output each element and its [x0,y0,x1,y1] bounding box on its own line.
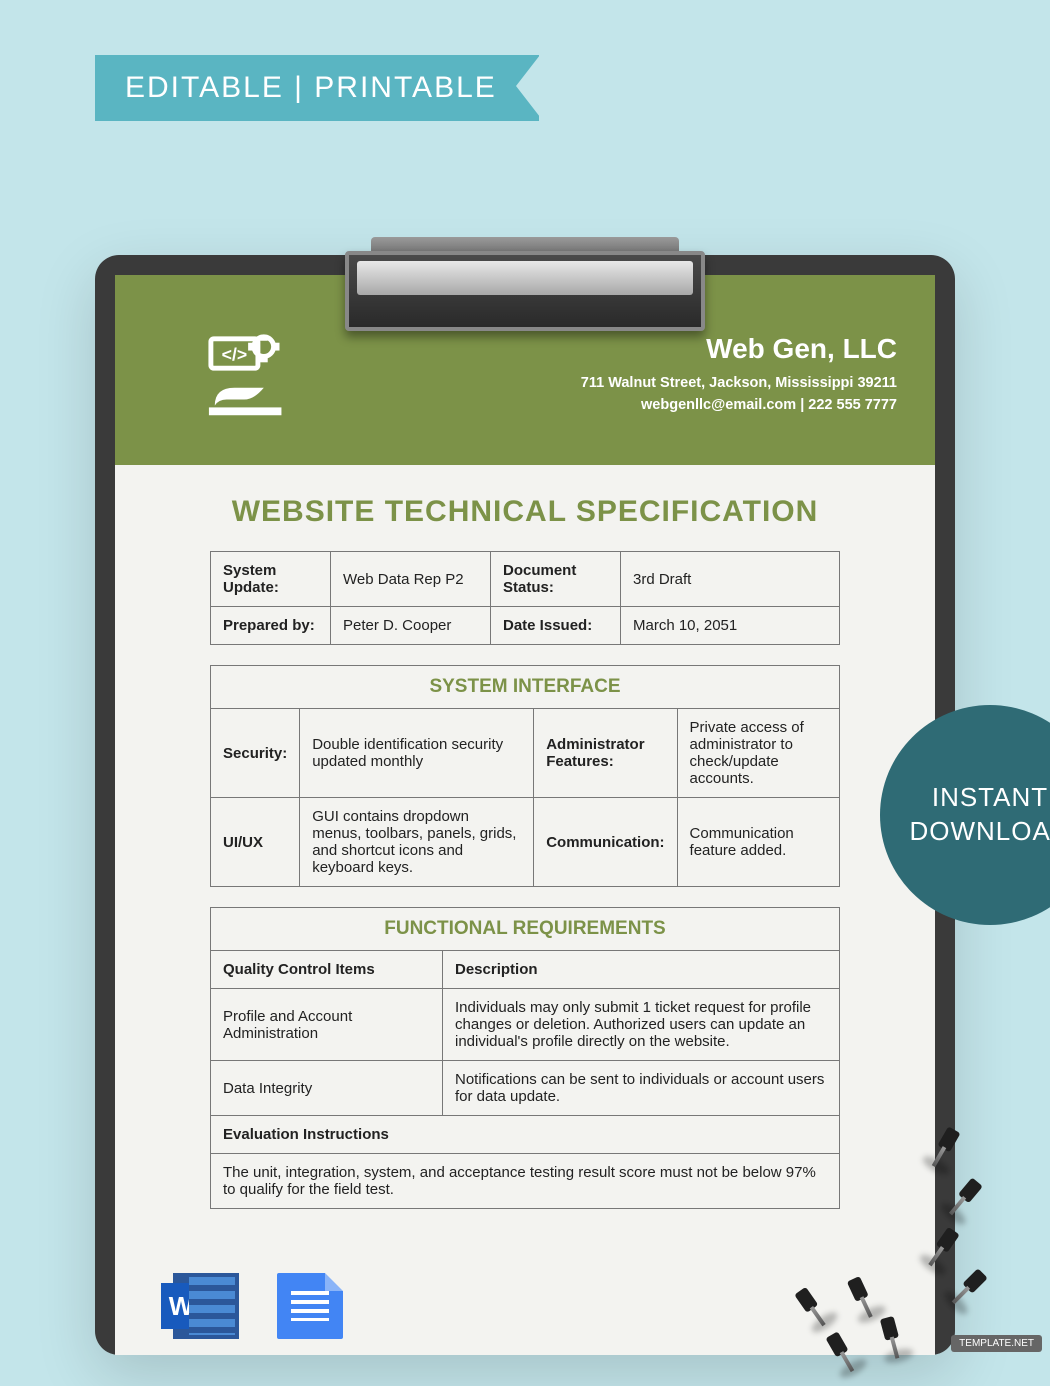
document-title: WEBSITE TECHNICAL SPECIFICATION [115,495,935,529]
watermark-label: TEMPLATE.NET [951,1335,1042,1352]
value-date-issued: March 10, 2051 [621,607,840,645]
google-docs-icon [277,1273,343,1339]
label-prepared-by: Prepared by: [211,607,331,645]
clipboard-frame: </> Web Gen, LLC 711 Walnut Street, Jack… [95,255,955,1355]
label-admin-features: Administrator Features: [534,709,677,798]
company-logo-icon: </> [205,329,303,432]
badge-line1: INSTANT [909,781,1050,815]
col-quality-control: Quality Control Items [211,951,443,989]
company-block: Web Gen, LLC 711 Walnut Street, Jackson,… [581,333,897,417]
app-icons-row [173,1273,343,1339]
qc-desc-1: Individuals may only submit 1 ticket req… [443,989,840,1061]
value-admin-features: Private access of administrator to check… [677,709,839,798]
svg-text:</>: </> [222,344,247,364]
editable-ribbon: EDITABLE | PRINTABLE [95,55,539,121]
value-doc-status: 3rd Draft [621,552,840,607]
value-prepared-by: Peter D. Cooper [331,607,491,645]
value-system-update: Web Data Rep P2 [331,552,491,607]
qc-item-1: Profile and Account Administration [211,989,443,1061]
qc-item-2: Data Integrity [211,1061,443,1116]
clipboard-clip [345,237,705,331]
label-communication: Communication: [534,798,677,887]
ms-word-icon [173,1273,239,1339]
value-uiux: GUI contains dropdown menus, toolbars, p… [300,798,534,887]
heading-functional-req: FUNCTIONAL REQUIREMENTS [211,908,840,951]
system-interface-table: SYSTEM INTERFACE Security: Double identi… [210,665,840,887]
heading-system-interface: SYSTEM INTERFACE [211,666,840,709]
company-name: Web Gen, LLC [581,333,897,365]
company-contact: webgenllc@email.com | 222 555 7777 [581,395,897,417]
label-security: Security: [211,709,300,798]
meta-table: System Update: Web Data Rep P2 Document … [210,551,840,645]
label-system-update: System Update: [211,552,331,607]
label-uiux: UI/UX [211,798,300,887]
label-date-issued: Date Issued: [491,607,621,645]
value-communication: Communication feature added. [677,798,839,887]
col-description: Description [443,951,840,989]
company-address: 711 Walnut Street, Jackson, Mississippi … [581,373,897,395]
badge-line2: DOWNLOAD [909,815,1050,849]
label-doc-status: Document Status: [491,552,621,607]
value-security: Double identification security updated m… [300,709,534,798]
qc-desc-2: Notifications can be sent to individuals… [443,1061,840,1116]
